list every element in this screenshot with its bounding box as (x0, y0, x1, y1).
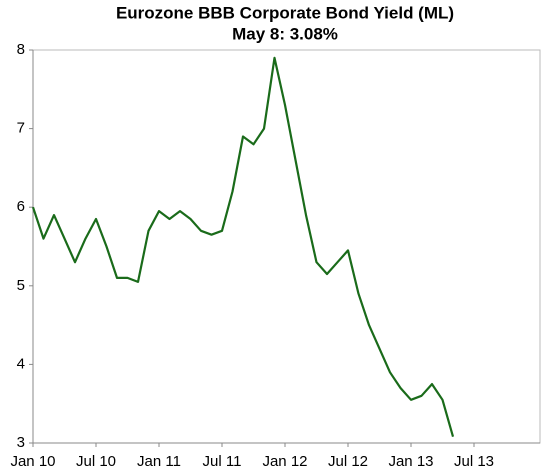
x-tick-label: Jul 11 (203, 453, 242, 470)
x-tick-label: Jul 12 (328, 453, 368, 470)
x-tick-label: Jul 13 (454, 453, 494, 470)
y-tick-label: 8 (17, 41, 25, 58)
data-line (31, 56, 455, 438)
y-tick-label: 5 (17, 277, 25, 294)
x-tick-label: Jan 12 (262, 453, 307, 470)
x-tick-label: Jan 11 (137, 453, 181, 470)
x-tick-label: Jul 10 (76, 453, 116, 470)
y-tick-label: 7 (17, 120, 25, 137)
chart-subtitle: May 8: 3.08% (232, 24, 338, 43)
y-tick-label: 3 (17, 434, 25, 451)
x-tick-label: Jan 13 (388, 453, 433, 470)
y-tick-label: 4 (17, 355, 25, 372)
x-tick-label: Jan 10 (10, 453, 55, 470)
chart-title: Eurozone BBB Corporate Bond Yield (ML) (116, 3, 454, 22)
y-tick-label: 6 (17, 198, 25, 215)
